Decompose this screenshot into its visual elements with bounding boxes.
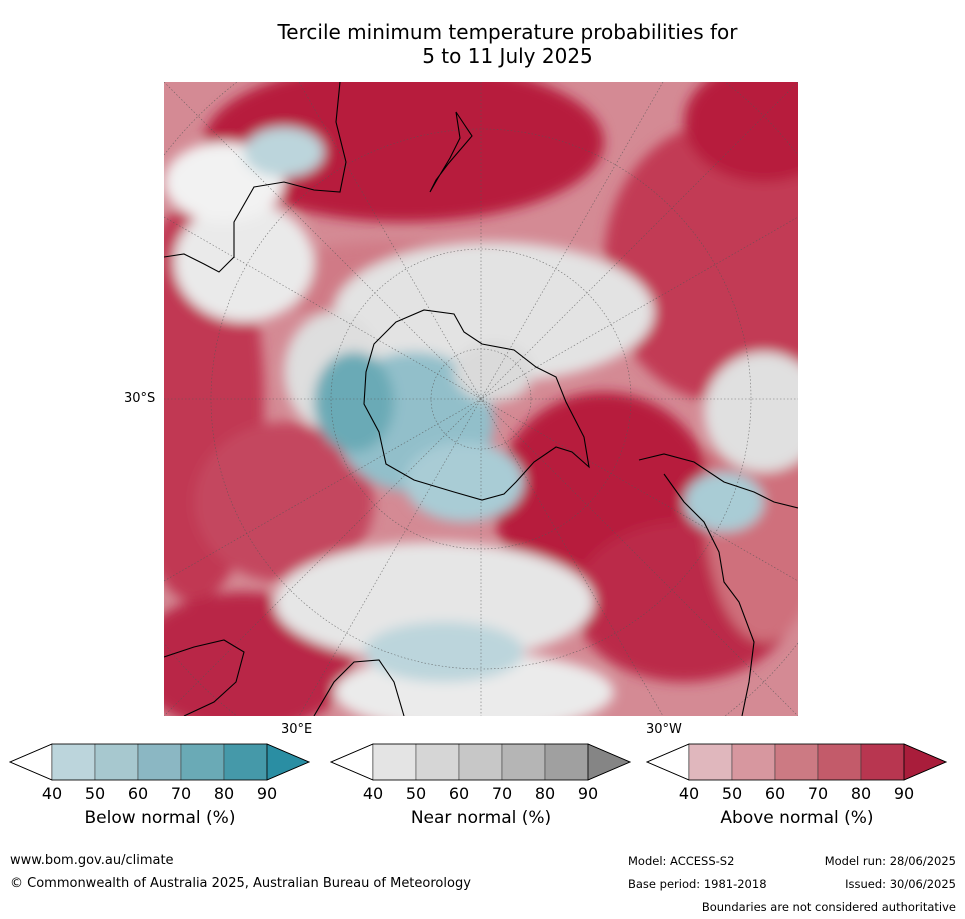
colorbar-below-normal: 40 50 60 70 80 90	[8, 743, 311, 803]
model-run-date: Model run: 28/06/2025	[824, 854, 956, 868]
colorbar-swatch	[501, 743, 546, 781]
colorbar-tick-label: 90	[893, 784, 915, 803]
coastlines	[164, 82, 798, 716]
colorbar-low-extension	[329, 743, 374, 781]
colorbar-outline	[8, 743, 311, 781]
colorbar-swatch	[731, 743, 776, 781]
colorbar-below-title: Below normal (%)	[84, 808, 236, 828]
colorbar-near-normal: 40 50 60 70 80 90	[329, 743, 632, 803]
colorbar-low-extension	[8, 743, 53, 781]
colorbar-low-extension	[645, 743, 690, 781]
colorbar-swatch	[817, 743, 862, 781]
colorbar-swatch	[415, 743, 460, 781]
colorbar-swatch	[774, 743, 819, 781]
colorbar-tick-label: 50	[721, 784, 743, 803]
colorbar-tick-label: 90	[577, 784, 599, 803]
probability-map[interactable]	[164, 82, 798, 716]
probability-field	[164, 82, 798, 716]
colorbar-tick-label: 80	[850, 784, 872, 803]
copyright-notice: © Commonwealth of Australia 2025, Austra…	[10, 876, 471, 891]
colorbar-swatch	[180, 743, 225, 781]
colorbar-high-extension	[903, 743, 948, 781]
colorbar-swatch	[137, 743, 182, 781]
colorbar-above-normal: 40 50 60 70 80 90	[645, 743, 948, 803]
colorbar-high-extension	[266, 743, 311, 781]
colorbar-tick-label: 50	[405, 784, 427, 803]
colorbar-above-ticks: 40 50 60 70 80 90	[647, 784, 947, 804]
colorbar-below-ticks: 40 50 60 70 80 90	[10, 784, 310, 804]
title-line-2: 5 to 11 July 2025	[422, 44, 593, 68]
chart-title: Tercile minimum temperature probabilitie…	[0, 20, 965, 68]
colorbar-near-title: Near normal (%)	[410, 808, 552, 828]
colorbar-swatch	[94, 743, 139, 781]
colorbar-tick-label: 80	[534, 784, 556, 803]
colorbar-swatch	[544, 743, 589, 781]
colorbar-tick-label: 80	[213, 784, 235, 803]
issued-date: Issued: 30/06/2025	[845, 877, 956, 891]
colorbar-tick-label: 90	[256, 784, 278, 803]
colorbar-tick-label: 40	[41, 784, 63, 803]
colorbar-tick-label: 60	[764, 784, 786, 803]
colorbar-swatch	[372, 743, 417, 781]
colorbar-tick-label: 50	[84, 784, 106, 803]
colorbar-outline	[329, 743, 632, 781]
colorbar-tick-label: 70	[807, 784, 829, 803]
website-link[interactable]: www.bom.gov.au/climate	[10, 853, 174, 868]
colorbar-tick-label: 40	[362, 784, 384, 803]
colorbar-tick-label: 60	[127, 784, 149, 803]
colorbar-tick-label: 70	[491, 784, 513, 803]
longitude-label-30w: 30°W	[646, 722, 682, 737]
boundaries-disclaimer: Boundaries are not considered authoritat…	[701, 900, 956, 914]
base-period: Base period: 1981-2018	[628, 877, 767, 891]
graticule	[164, 82, 798, 716]
model-name: Model: ACCESS-S2	[628, 854, 735, 868]
colorbar-swatch	[51, 743, 96, 781]
colorbar-above-swatches	[645, 743, 948, 781]
map-canvas	[164, 82, 798, 716]
colorbar-high-extension	[587, 743, 632, 781]
colorbar-near-swatches	[329, 743, 632, 781]
colorbar-below-swatches	[8, 743, 311, 781]
colorbar-swatch	[688, 743, 733, 781]
colorbar-tick-label: 60	[448, 784, 470, 803]
colorbar-outline	[645, 743, 948, 781]
latitude-label-30s: 30°S	[124, 391, 156, 406]
colorbar-swatch	[860, 743, 905, 781]
title-line-1: Tercile minimum temperature probabilitie…	[277, 20, 738, 44]
colorbar-tick-label: 70	[170, 784, 192, 803]
colorbar-swatch	[458, 743, 503, 781]
colorbar-tick-label: 40	[678, 784, 700, 803]
longitude-label-30e: 30°E	[281, 722, 313, 737]
colorbar-near-ticks: 40 50 60 70 80 90	[331, 784, 631, 804]
colorbar-swatch	[223, 743, 268, 781]
colorbar-above-title: Above normal (%)	[720, 808, 874, 828]
